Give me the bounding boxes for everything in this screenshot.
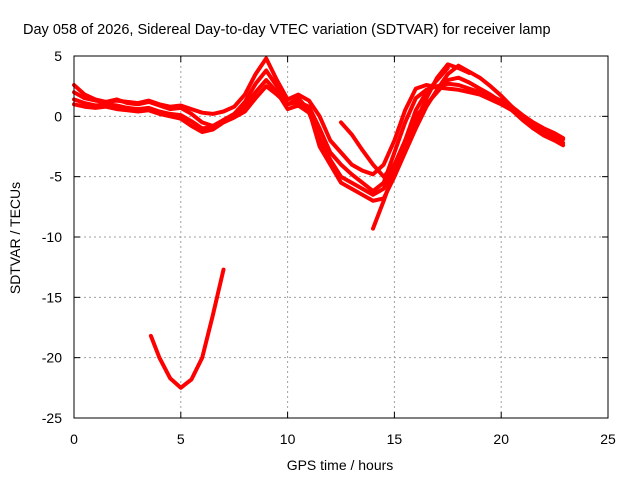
x-tick-label: 5 [177,431,185,447]
series-line-track-5 [339,62,472,179]
y-axis-label: SDTVAR / TECUs [7,182,23,294]
series-line-track-4 [72,63,566,203]
series-line-track-6 [371,66,450,231]
y-tick-label: 5 [54,48,62,64]
x-tick-label: 0 [70,431,78,447]
chart-title: Day 058 of 2026, Sidereal Day-to-day VTE… [23,22,551,38]
series-line-track-2 [72,68,566,194]
axis-ticks: 0 5 10 15 20 25 5 0 -5 -10 -15 -20 -25 [42,48,616,447]
x-tick-label: 10 [280,431,296,447]
series-line-track-3 [72,75,566,197]
y-tick-label: -5 [50,169,63,185]
x-tick-label: 25 [600,431,616,447]
y-tick-label: -10 [42,229,62,245]
y-tick-label: -20 [42,350,62,366]
x-axis-label: GPS time / hours [287,457,394,473]
y-tick-label: -15 [42,289,62,305]
x-tick-label: 20 [493,431,509,447]
y-tick-label: -25 [42,410,62,426]
data-series [72,56,566,390]
y-tick-label: 0 [54,108,62,124]
x-tick-label: 15 [387,431,403,447]
series-line-track-7 [148,267,226,390]
